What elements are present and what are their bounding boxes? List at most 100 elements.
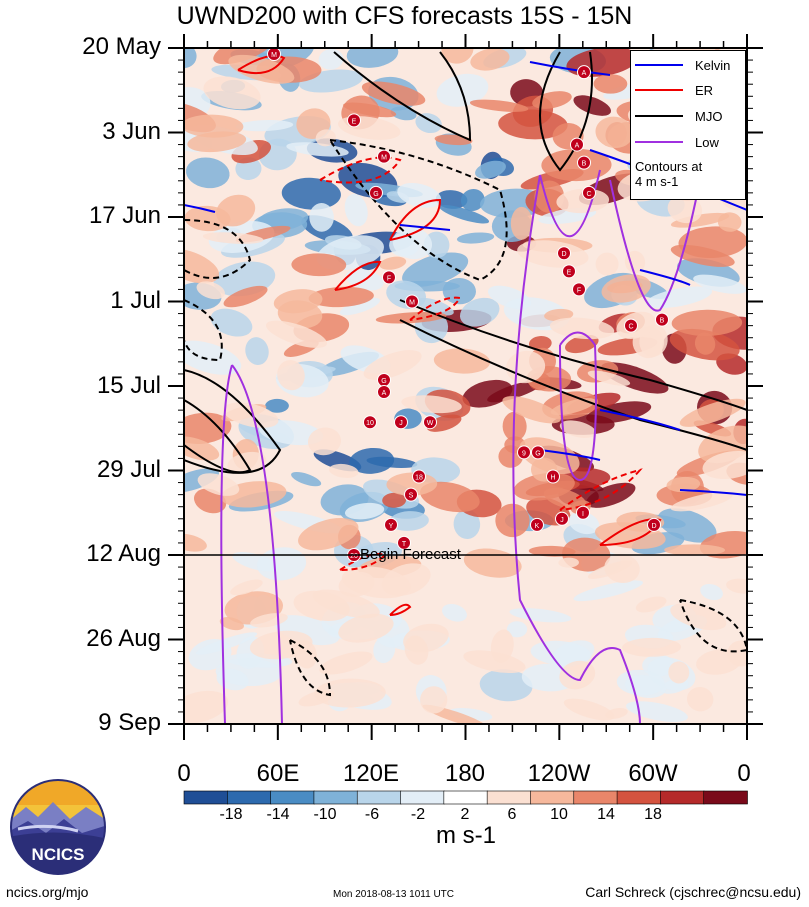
storm-label: E (352, 118, 357, 125)
anomaly-patch (435, 190, 468, 209)
storm-label: A (382, 390, 387, 397)
contour-line (184, 399, 252, 474)
footer-timestamp: Mon 2018-08-13 1011 UTC (333, 889, 454, 900)
anomaly-patch (727, 640, 747, 667)
anomaly-patch (626, 701, 688, 722)
anomaly-patch (593, 74, 628, 94)
anomaly-patch (308, 286, 374, 308)
colorbar-swatch (313, 790, 359, 805)
anomaly-patch (249, 630, 313, 660)
colorbar-swatch (573, 790, 618, 805)
legend-item-low: Low (635, 134, 719, 150)
anomaly-patch (195, 632, 258, 655)
anomaly-patch (595, 252, 619, 276)
y-tick-label: 17 Jun (88, 202, 161, 229)
anomaly-patch (678, 226, 747, 259)
storm-marker: Y (384, 517, 398, 532)
anomaly-patch (223, 285, 268, 308)
colorbar-label: 2 (460, 806, 470, 823)
legend-item-mjo: MJO (635, 108, 722, 124)
storm-marker: A (577, 65, 591, 80)
contour-line (184, 219, 252, 279)
legend-item-kelvin: Kelvin (635, 57, 730, 73)
contour-line (559, 331, 597, 482)
storm-label: G (535, 450, 540, 457)
contour-line (339, 553, 387, 571)
anomaly-patch (693, 274, 747, 294)
anomaly-patch (604, 553, 640, 584)
x-tick-label: 0 (177, 760, 191, 787)
colorbar-swatch (616, 790, 662, 805)
anomaly-patch (479, 669, 533, 702)
anomaly-patch (594, 522, 666, 549)
footer-url[interactable]: ncics.org/mjo (6, 884, 89, 900)
anomaly-patch (193, 488, 227, 514)
anomaly-patch (277, 360, 305, 391)
storm-label: B (660, 318, 665, 325)
anomaly-patch (556, 188, 610, 214)
storm-marker: D (557, 246, 571, 261)
anomaly-patch (245, 337, 269, 366)
contour-line (389, 198, 442, 241)
anomaly-patch (510, 206, 533, 240)
storm-label: F (577, 287, 581, 294)
y-tick-label: 9 Sep (98, 709, 161, 736)
storm-label: 18 (415, 475, 423, 482)
anomaly-patch (184, 248, 220, 284)
anomaly-patch (265, 398, 289, 413)
anomaly-patch (498, 445, 524, 468)
contour-line (289, 639, 332, 697)
contour-line (319, 156, 402, 184)
contour-line (539, 51, 593, 172)
storm-label: A (575, 143, 580, 150)
storm-label: 10 (366, 420, 374, 427)
legend-item-er: ER (635, 82, 713, 98)
storm-marker: I (576, 505, 590, 520)
legend-label: ER (695, 82, 714, 98)
legend-swatch (635, 115, 683, 117)
legend-swatch (635, 64, 683, 66)
anomaly-patch (686, 687, 714, 712)
axis-ticks (168, 34, 763, 740)
colorbar-swatch (660, 790, 705, 805)
contour-line (389, 603, 412, 616)
anomaly-patch (230, 579, 263, 596)
anomaly-patch (375, 311, 447, 324)
storm-marker: A (570, 137, 584, 152)
storm-label: 9 (522, 450, 526, 457)
legend-swatch (635, 89, 683, 91)
storm-marker: D (647, 517, 661, 532)
anomaly-patch (506, 621, 528, 638)
anomaly-patch (559, 420, 596, 438)
anomaly-patch (595, 116, 634, 148)
x-tick-label: 60W (628, 760, 678, 787)
anomaly-patch (202, 232, 264, 244)
chart-title: UWND200 with CFS forecasts 15S - 15N (176, 2, 633, 30)
anomaly-patch (671, 309, 743, 336)
storm-marker: M (267, 48, 281, 62)
storm-marker: K (530, 517, 544, 532)
anomaly-patch (694, 332, 716, 355)
anomaly-patch (670, 492, 733, 512)
storm-label: 20 (350, 553, 358, 560)
anomaly-patch (309, 203, 334, 232)
storm-label: J (560, 517, 564, 524)
colorbar-label: 6 (507, 806, 517, 823)
storm-label: T (402, 541, 407, 548)
storm-marker: A (377, 385, 391, 400)
contour-line (329, 139, 508, 282)
colorbar-label: 10 (550, 806, 568, 823)
colorbar-swatch (400, 790, 445, 805)
storm-label: I (582, 511, 584, 518)
anomaly-patch (420, 481, 480, 513)
anomaly-patch (601, 274, 651, 303)
storm-label: W (427, 420, 434, 427)
anomaly-patch (463, 650, 526, 673)
legend-note-line: 4 m s-1 (635, 174, 679, 189)
anomaly-patch (346, 48, 399, 68)
colorbar-swatch (703, 790, 748, 805)
storm-label: M (409, 300, 415, 307)
y-tick-label: 12 Aug (86, 540, 161, 567)
storm-label: C (586, 191, 591, 198)
colorbar-swatch (530, 790, 575, 805)
